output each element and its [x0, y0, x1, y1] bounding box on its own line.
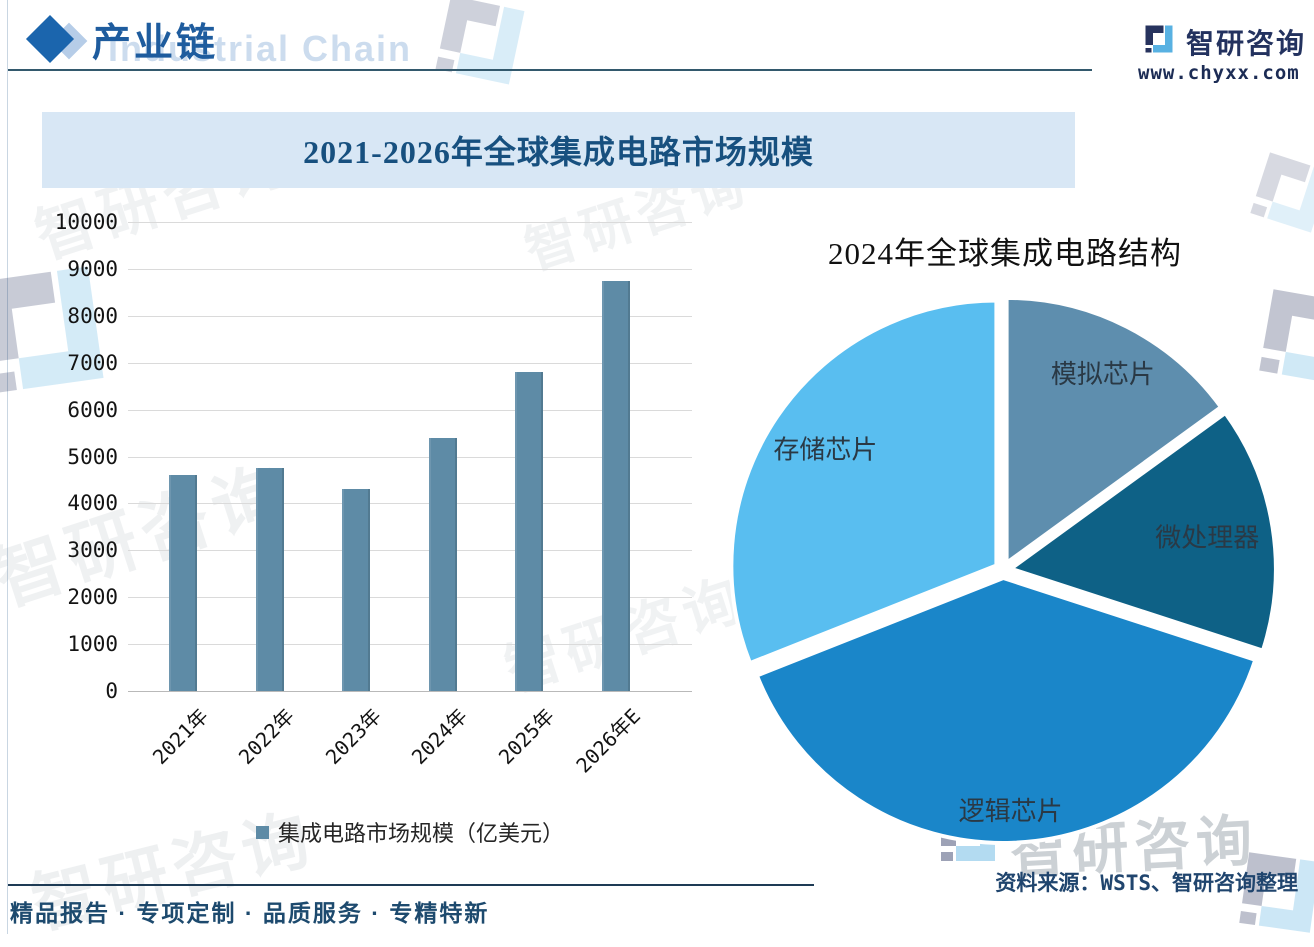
- gridline: [128, 550, 692, 552]
- bar-2024年: [428, 437, 457, 691]
- y-axis-tick-label: 3000: [67, 538, 118, 563]
- y-axis-tick-label: 8000: [67, 303, 118, 328]
- bar-2025年: [515, 372, 543, 691]
- bar-chart-plot-area: [128, 222, 692, 692]
- gridline: [128, 362, 692, 364]
- pie-chart-title: 2024年全球集成电路结构: [828, 236, 1182, 271]
- gridline: [128, 456, 692, 458]
- pie-slice-存储芯片: [729, 298, 999, 666]
- gridline: [128, 315, 692, 317]
- bar-2026年E: [601, 281, 630, 691]
- header-english-watermark: Industrial Chain: [108, 28, 413, 69]
- bar-2023年: [342, 489, 370, 691]
- gridline: [128, 644, 692, 646]
- y-axis-tick-label: 2000: [67, 585, 118, 610]
- gridline: [128, 268, 692, 270]
- header-divider: [8, 69, 1092, 71]
- y-axis-tick-label: 7000: [67, 350, 118, 375]
- pie-slice-label-存储芯片: 存储芯片: [773, 434, 877, 464]
- y-axis-tick-label: 5000: [67, 444, 118, 469]
- gridline: [128, 597, 692, 599]
- y-axis-labels: 0 1000 2000 3000 4000 5000 6000 7000 8000 9000 100…: [26, 211, 118, 702]
- brand-name: 智研咨询: [1186, 28, 1307, 59]
- background-logo-watermark: [421, 0, 540, 99]
- pie-slice-label-模拟芯片: 模拟芯片: [1051, 359, 1155, 389]
- page-title: 产业链: [92, 22, 219, 65]
- x-axis-labels: 2021年 2022年 2023年 2024年 2025年 2026年E: [128, 701, 692, 806]
- y-axis-tick-label: 0: [105, 679, 118, 703]
- pie-slice-逻辑芯片: [754, 576, 1258, 845]
- x-axis-tick-label: 2026年E: [571, 703, 646, 778]
- y-axis-tick-label: 9000: [67, 256, 118, 281]
- y-axis-tick-label: 4000: [67, 491, 118, 516]
- brand-url: www.chyxx.com: [1138, 62, 1300, 84]
- bar-chart-legend: 集成电路市场规模（亿美元）: [128, 816, 692, 848]
- x-axis-tick-label: 2023年: [320, 703, 386, 770]
- bar-chart-title-banner: 2021-2026年全球集成电路市场规模: [42, 112, 1075, 188]
- gridline: [128, 222, 692, 223]
- x-axis-tick-label: 2022年: [234, 703, 300, 770]
- pie-slice-微处理器: [1008, 411, 1278, 653]
- gridline: [128, 503, 692, 505]
- pie-slice-label-微处理器: 微处理器: [1155, 523, 1259, 553]
- y-axis-tick-label: 6000: [67, 397, 118, 422]
- pie-slice-label-逻辑芯片: 逻辑芯片: [959, 796, 1063, 826]
- pie-slice-模拟芯片: [1004, 295, 1223, 565]
- data-source-note: 资料来源：WSTS、智研咨询整理: [995, 871, 1298, 895]
- y-axis-tick-label: 1000: [67, 632, 118, 657]
- bar-chart-title: 2021-2026年全球集成电路市场规模: [303, 134, 814, 170]
- bar-2021年: [169, 475, 197, 691]
- bar-2022年: [255, 468, 284, 691]
- legend-swatch: [255, 825, 269, 839]
- gridline: [128, 691, 692, 692]
- x-axis-tick-label: 2021年: [147, 703, 213, 770]
- page-left-border: [7, 0, 8, 934]
- footer-tagline: 精品报告 · 专项定制 · 品质服务 · 专精特新: [10, 900, 490, 926]
- x-axis-tick-label: 2024年: [407, 703, 473, 770]
- brand-logo-icon: [1141, 20, 1177, 58]
- legend-label: 集成电路市场规模（亿美元）: [277, 821, 564, 846]
- y-axis-tick-label: 10000: [54, 210, 118, 234]
- x-axis-tick-label: 2025年: [493, 703, 559, 770]
- footer-divider: [8, 884, 814, 886]
- gridline: [128, 409, 692, 411]
